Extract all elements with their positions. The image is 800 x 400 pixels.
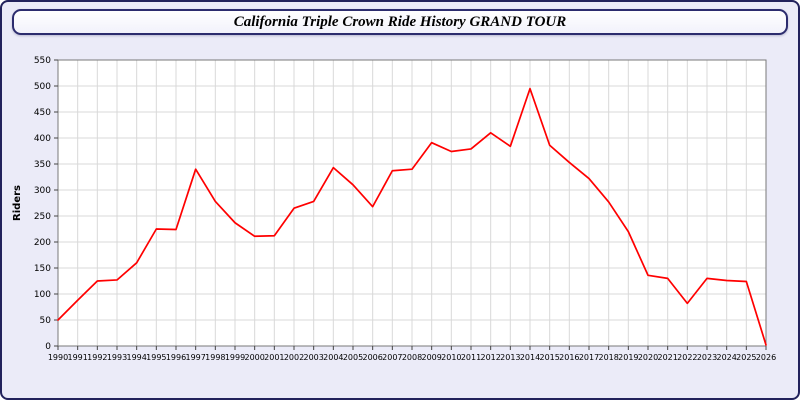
- svg-text:2017: 2017: [579, 353, 599, 362]
- svg-text:2003: 2003: [303, 353, 323, 362]
- svg-text:2021: 2021: [657, 353, 677, 362]
- svg-text:2002: 2002: [284, 353, 304, 362]
- svg-text:2004: 2004: [323, 353, 343, 362]
- svg-text:1993: 1993: [107, 353, 127, 362]
- svg-text:2014: 2014: [520, 353, 540, 362]
- svg-text:2010: 2010: [441, 353, 461, 362]
- svg-text:250: 250: [34, 212, 51, 222]
- svg-text:2020: 2020: [638, 353, 658, 362]
- svg-text:500: 500: [34, 82, 51, 92]
- svg-text:2000: 2000: [244, 353, 264, 362]
- svg-text:300: 300: [34, 186, 51, 196]
- svg-text:350: 350: [34, 160, 51, 170]
- svg-text:2005: 2005: [343, 353, 363, 362]
- svg-text:2022: 2022: [677, 353, 697, 362]
- svg-text:2015: 2015: [539, 353, 559, 362]
- svg-text:2008: 2008: [402, 353, 422, 362]
- svg-text:2007: 2007: [382, 353, 402, 362]
- svg-text:1990: 1990: [48, 353, 68, 362]
- svg-text:2026: 2026: [756, 353, 776, 362]
- svg-text:450: 450: [34, 108, 51, 118]
- svg-text:2019: 2019: [618, 353, 638, 362]
- svg-text:550: 550: [34, 56, 51, 66]
- svg-text:2024: 2024: [716, 353, 736, 362]
- svg-text:2011: 2011: [461, 353, 481, 362]
- svg-text:1996: 1996: [166, 353, 186, 362]
- chart-container: 0 50 100 150 200 250 300 350 400 450 500 550 1990 199…: [8, 46, 796, 396]
- svg-text:400: 400: [34, 134, 51, 144]
- svg-text:2013: 2013: [500, 353, 520, 362]
- svg-text:1995: 1995: [146, 353, 166, 362]
- svg-text:1994: 1994: [126, 353, 146, 362]
- svg-text:2006: 2006: [362, 353, 382, 362]
- svg-text:2025: 2025: [736, 353, 756, 362]
- svg-text:1998: 1998: [205, 353, 225, 362]
- svg-text:2018: 2018: [598, 353, 618, 362]
- svg-text:50: 50: [40, 316, 52, 326]
- chart-title: California Triple Crown Ride History GRA…: [233, 13, 567, 30]
- chart-title-bar: California Triple Crown Ride History GRA…: [12, 9, 788, 35]
- svg-text:0: 0: [45, 342, 51, 352]
- svg-text:200: 200: [34, 238, 51, 248]
- svg-text:1999: 1999: [225, 353, 245, 362]
- svg-text:2012: 2012: [480, 353, 500, 362]
- svg-text:150: 150: [34, 264, 51, 274]
- svg-text:1991: 1991: [67, 353, 87, 362]
- svg-text:2023: 2023: [697, 353, 717, 362]
- svg-text:100: 100: [34, 290, 51, 300]
- svg-text:1997: 1997: [185, 353, 205, 362]
- svg-text:2001: 2001: [264, 353, 284, 362]
- svg-text:1992: 1992: [87, 353, 107, 362]
- svg-text:2009: 2009: [421, 353, 441, 362]
- svg-text:2016: 2016: [559, 353, 579, 362]
- svg-text:Riders: Riders: [12, 185, 23, 221]
